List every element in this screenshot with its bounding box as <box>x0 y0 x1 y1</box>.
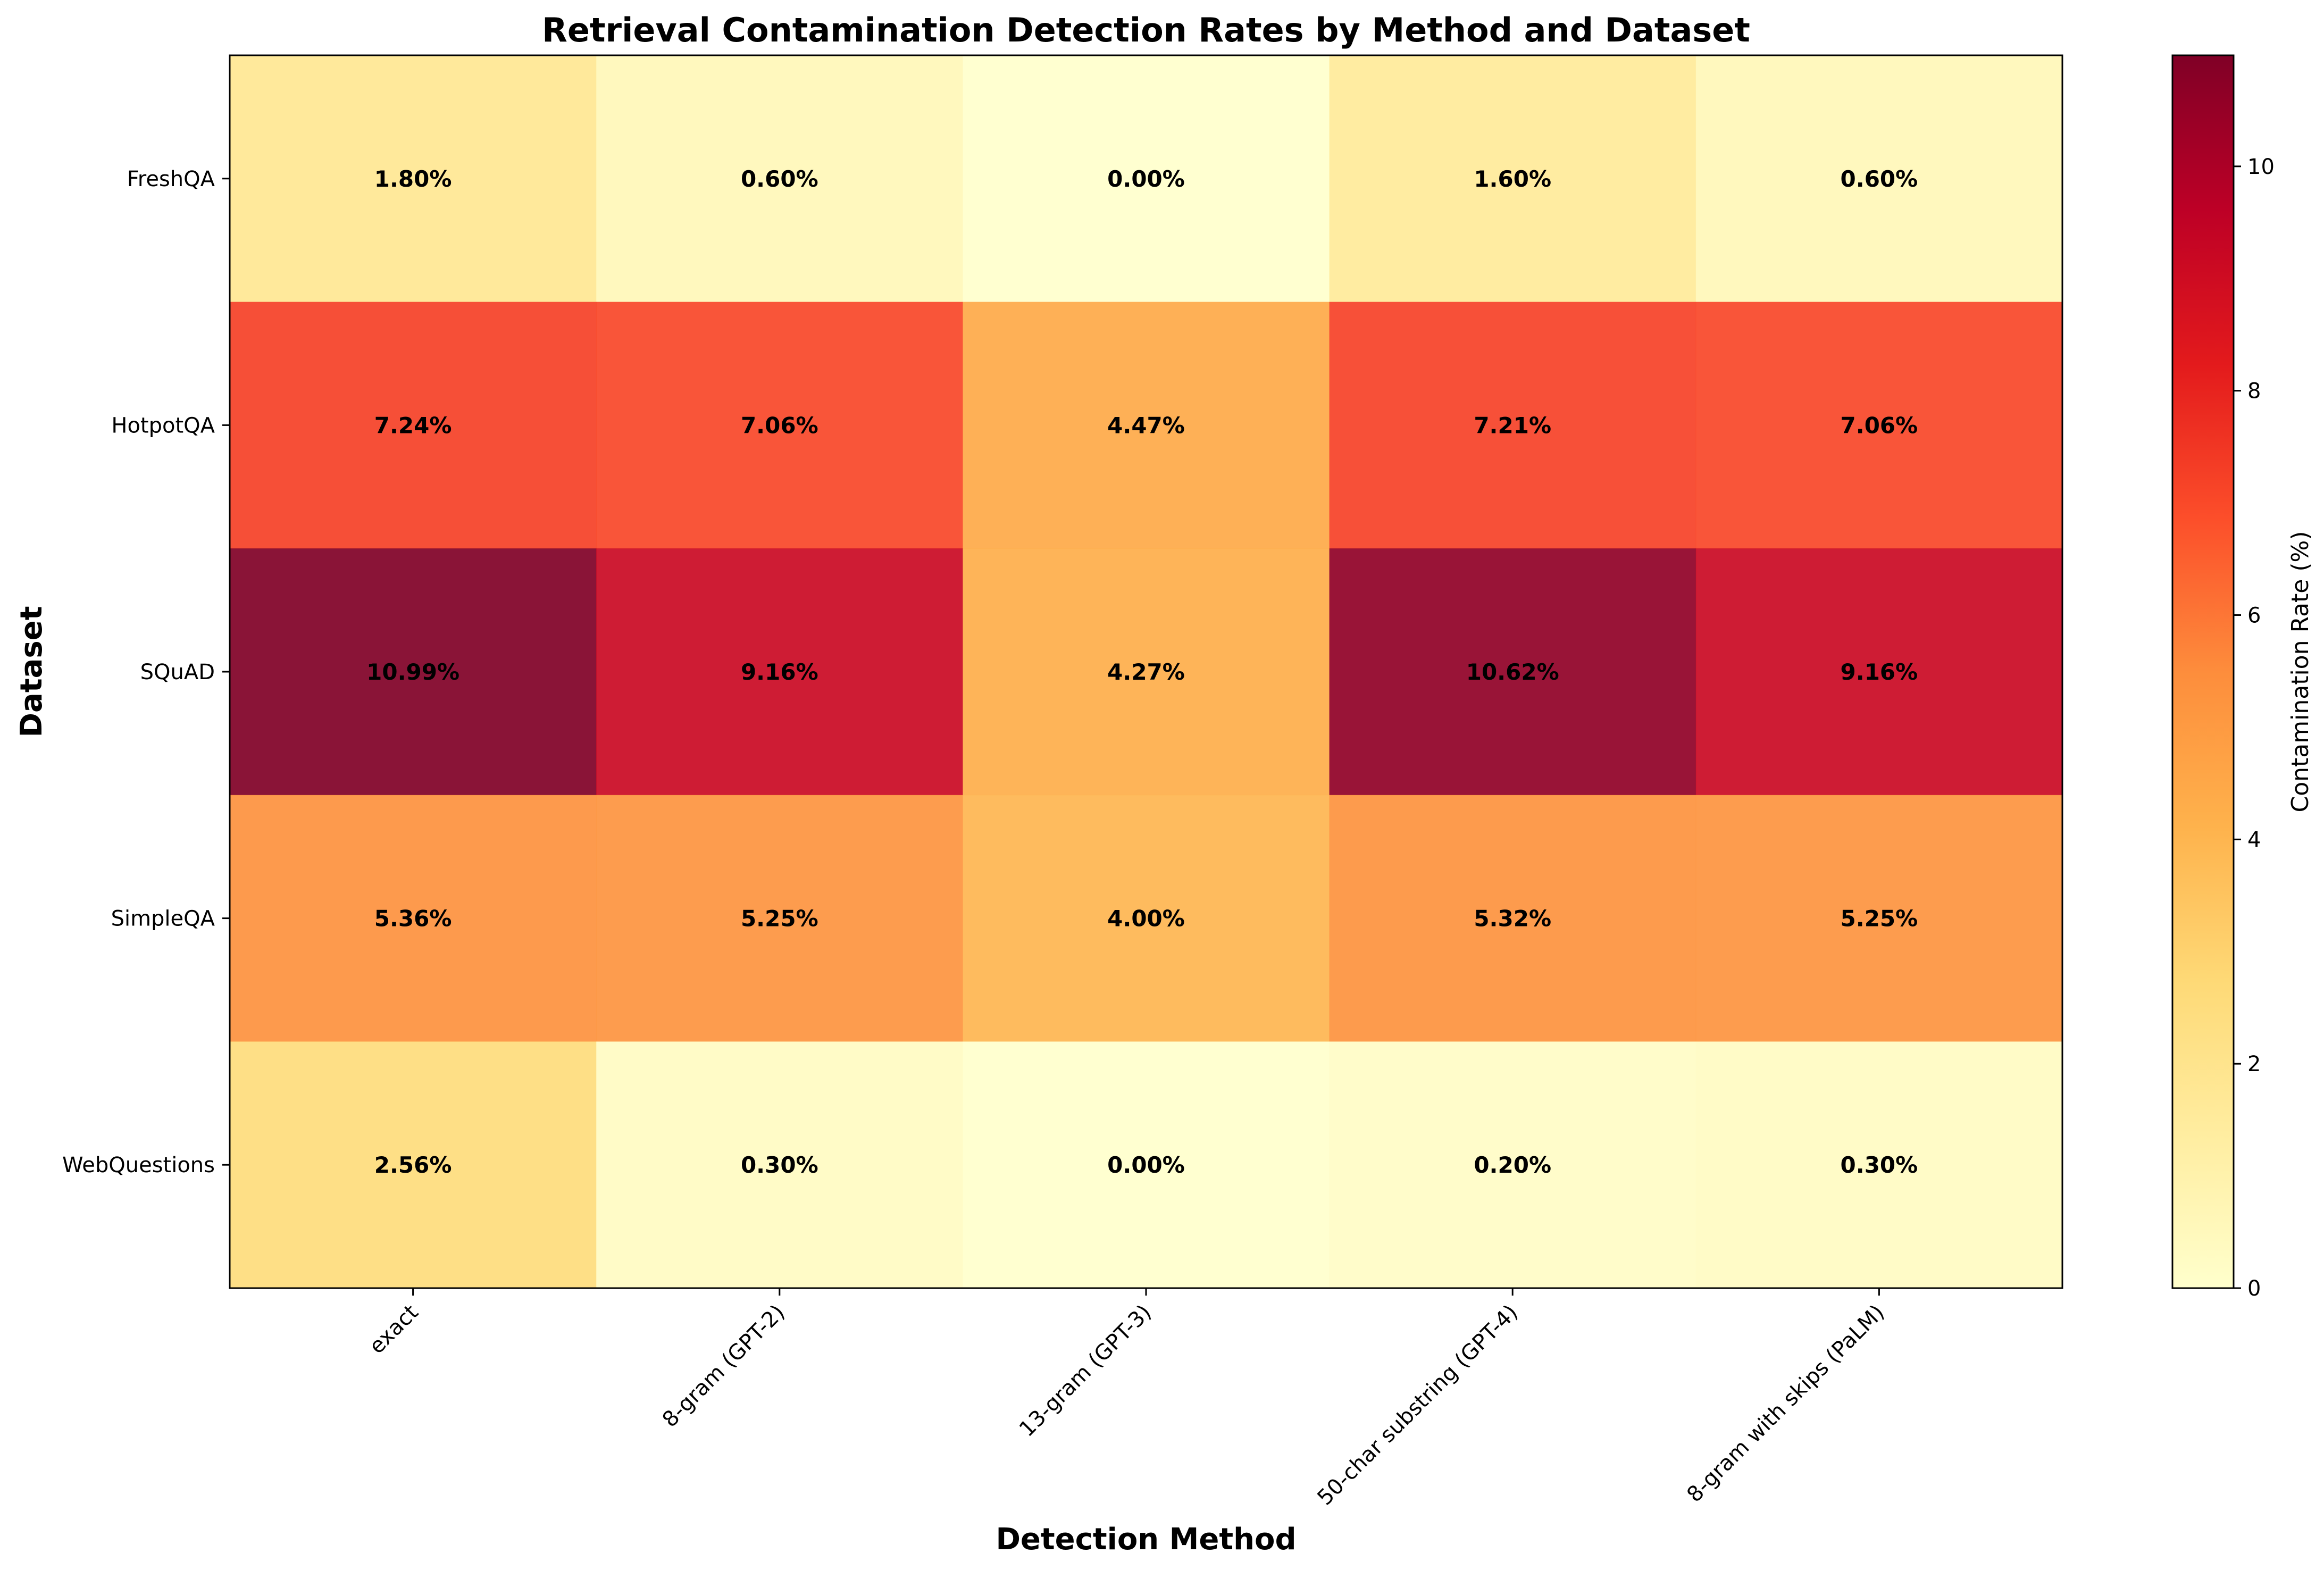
cell-value-label: 5.32% <box>1474 906 1551 932</box>
x-tick-label: 8-gram with skips (PaLM) <box>1682 1300 1889 1507</box>
x-axis-ticks: exact 8-gram (GPT-2) 13-gram (GPT-3) 50-cha… <box>365 1288 1889 1510</box>
cell-value-label: 9.16% <box>741 659 818 685</box>
colorbar-label: Contamination Rate (%) <box>2287 531 2314 813</box>
y-tick-label: HotpotQA <box>111 413 215 438</box>
cell-value-label: 0.00% <box>1107 1152 1185 1178</box>
heatmap-cell <box>963 1041 1330 1289</box>
heatmap-cell <box>1695 1041 2063 1289</box>
heatmap-cell <box>230 795 597 1042</box>
heatmap-cell <box>596 55 963 303</box>
cell-value-label: 5.36% <box>374 906 452 932</box>
heatmap-cell <box>596 1041 963 1289</box>
cell-value-label: 10.62% <box>1466 659 1559 685</box>
cell-value-label: 7.24% <box>374 412 452 438</box>
x-tick-label: exact <box>365 1300 423 1359</box>
cell-value-label: 5.25% <box>1841 906 1918 932</box>
cell-value-label: 2.56% <box>374 1152 452 1178</box>
cell-value-label: 4.27% <box>1107 659 1185 685</box>
colorbar-gradient <box>2171 54 2235 1289</box>
heatmap-cell <box>230 55 597 303</box>
cell-value-label: 1.80% <box>374 166 452 192</box>
heatmap-cell <box>1329 302 1696 549</box>
colorbar: 0 2 4 6 8 10 Contamination Rate (%) <box>2171 54 2314 1301</box>
cell-value-label: 0.60% <box>741 166 818 192</box>
y-axis-label: Dataset <box>14 606 49 738</box>
x-axis-label: Detection Method <box>996 1522 1296 1557</box>
heatmap-cell <box>596 548 963 796</box>
colorbar-tick-label: 10 <box>2247 155 2275 179</box>
heatmap-cell <box>963 548 1330 796</box>
y-tick-label: SQuAD <box>140 660 215 684</box>
heatmap-cell <box>963 795 1330 1042</box>
heatmap-cell <box>1695 795 2063 1042</box>
cell-value-label: 9.16% <box>1841 659 1918 685</box>
heatmap-cells <box>230 55 2063 1289</box>
cell-value-label: 7.06% <box>741 412 818 438</box>
heatmap-cell <box>1695 302 2063 549</box>
colorbar-tick-label: 2 <box>2247 1052 2261 1076</box>
cell-value-label: 0.60% <box>1841 166 1918 192</box>
cell-value-label: 5.25% <box>741 906 818 932</box>
cell-value-label: 1.60% <box>1474 166 1551 192</box>
colorbar-tick-label: 4 <box>2247 828 2261 852</box>
x-tick-label: 50-char substring (GPT-4) <box>1313 1300 1523 1510</box>
colorbar-ticks: 0 2 4 6 8 10 <box>2234 155 2275 1301</box>
heatmap-cell <box>963 55 1330 303</box>
colorbar-tick-label: 8 <box>2247 379 2261 404</box>
x-tick-label: 13-gram (GPT-3) <box>1015 1300 1156 1442</box>
cell-value-label: 0.00% <box>1107 166 1185 192</box>
heatmap-cell <box>1329 548 1696 796</box>
heatmap-cell <box>230 302 597 549</box>
y-tick-label: SimpleQA <box>111 907 215 931</box>
heatmap-cell <box>596 795 963 1042</box>
x-tick-label: 8-gram (GPT-2) <box>658 1300 790 1432</box>
cell-value-label: 0.30% <box>741 1152 818 1178</box>
cell-value-label: 10.99% <box>366 659 459 685</box>
heatmap-cell <box>963 302 1330 549</box>
heatmap-cell <box>1329 55 1696 303</box>
colorbar-tick-label: 0 <box>2247 1276 2261 1301</box>
y-tick-label: FreshQA <box>127 167 215 191</box>
y-axis-ticks: FreshQA HotpotQA SQuAD SimpleQA WebQuestions <box>62 167 230 1178</box>
heatmap-cell <box>230 1041 597 1289</box>
cell-value-label: 4.47% <box>1107 412 1185 438</box>
cell-value-label: 0.20% <box>1474 1152 1551 1178</box>
colorbar-tick-label: 6 <box>2247 603 2261 628</box>
cell-value-label: 7.06% <box>1841 412 1918 438</box>
heatmap-cell <box>230 548 597 796</box>
heatmap-cell <box>1329 795 1696 1042</box>
cell-value-label: 0.30% <box>1841 1152 1918 1178</box>
heatmap-cell <box>1695 548 2063 796</box>
chart-title: Retrieval Contamination Detection Rates … <box>542 11 1750 49</box>
heatmap-cell <box>596 302 963 549</box>
y-tick-label: WebQuestions <box>62 1153 215 1178</box>
heatmap-cell <box>1695 55 2063 303</box>
cell-value-label: 4.00% <box>1107 906 1185 932</box>
heatmap-cell <box>1329 1041 1696 1289</box>
cell-labels: 1.80% 0.60% 0.00% 1.60% 0.60% 7.24% 7.06% 4.47%… <box>366 166 1918 1178</box>
cell-value-label: 7.21% <box>1474 412 1551 438</box>
